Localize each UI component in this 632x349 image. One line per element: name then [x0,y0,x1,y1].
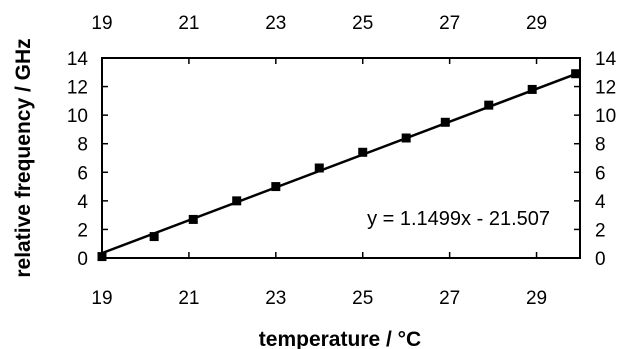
data-point [358,147,368,157]
y-tick-label-right: 14 [595,49,617,70]
data-point [149,232,159,242]
x-tick-label-top: 21 [178,13,199,34]
data-point [484,100,494,110]
data-point [188,214,198,224]
y-tick-label-right: 6 [595,163,606,184]
y-tick-label-left: 14 [67,49,89,70]
y-tick-label-right: 8 [595,135,606,156]
x-tick-label-bottom: 23 [265,288,286,309]
y-axis-title: relative frequency / GHz [12,38,35,277]
tick-labels: 19 19 21 21 23 23 25 25 27 27 29 29 0 0 2 2 4 4 6 6 8 8 10 10 12… [67,13,617,309]
y-tick-label-left: 12 [67,78,88,99]
plot-area-frame [101,57,581,259]
data-point [527,84,537,94]
x-tick-label-bottom: 21 [178,288,199,309]
data-point [571,69,581,79]
data-point [271,182,281,192]
data-point [314,163,324,173]
y-tick-label-left: 2 [77,220,88,241]
trendline-equation: y = 1.1499x - 21.507 [367,208,550,230]
y-tick-label-left: 0 [77,249,88,270]
y-tick-label-left: 8 [77,135,88,156]
y-tick-label-left: 6 [77,163,88,184]
x-tick-label-bottom: 29 [526,288,547,309]
y-tick-label-right: 12 [595,78,616,99]
x-tick-label-top: 19 [91,13,112,34]
x-tick-label-bottom: 27 [439,288,460,309]
x-tick-label-top: 29 [526,13,547,34]
x-tick-label-bottom: 25 [352,288,373,309]
y-tick-label-left: 10 [67,106,88,127]
y-tick-label-left: 4 [77,192,88,213]
data-point [232,196,242,206]
data-point [440,117,450,127]
y-tick-label-right: 2 [595,220,606,241]
y-tick-label-right: 0 [595,249,606,270]
trendline [101,72,577,255]
x-axis-title: temperature / °C [259,328,421,349]
x-tick-label-bottom: 19 [91,288,112,309]
y-tick-label-right: 10 [595,106,616,127]
data-point [97,252,107,262]
x-tick-label-top: 27 [439,13,460,34]
x-tick-label-top: 25 [352,13,373,34]
x-tick-label-top: 23 [265,13,286,34]
data-point [401,133,411,143]
data-points [97,69,581,262]
y-tick-label-right: 4 [595,192,606,213]
